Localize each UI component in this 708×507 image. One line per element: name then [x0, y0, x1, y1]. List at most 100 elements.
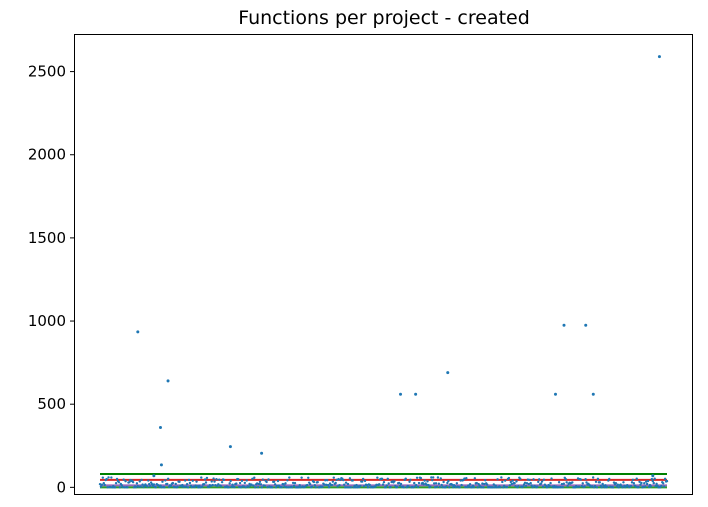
data-point	[220, 480, 224, 484]
data-point	[537, 480, 540, 484]
data-point	[526, 478, 530, 481]
data-point	[374, 485, 377, 488]
outlier-point	[657, 55, 661, 59]
data-point	[124, 479, 127, 483]
data-point	[164, 479, 167, 482]
data-point	[280, 485, 283, 489]
data-point	[381, 483, 385, 486]
data-point	[638, 480, 641, 484]
data-point	[222, 478, 226, 482]
data-point	[214, 483, 217, 487]
data-point	[123, 486, 126, 489]
data-point	[481, 482, 484, 485]
data-point	[237, 478, 240, 481]
data-point	[361, 477, 365, 481]
data-point	[404, 477, 407, 480]
data-point	[483, 482, 486, 486]
data-point	[325, 478, 329, 482]
data-point	[559, 485, 563, 489]
data-point	[606, 485, 609, 489]
data-point	[436, 476, 440, 479]
data-point	[228, 482, 231, 485]
data-point	[161, 480, 164, 483]
data-point	[432, 476, 435, 479]
outlier-point	[562, 323, 566, 327]
data-point	[439, 477, 442, 480]
data-point	[524, 484, 528, 488]
data-point	[510, 482, 513, 486]
data-point	[368, 483, 371, 487]
data-point	[423, 479, 426, 482]
data-point	[446, 481, 449, 485]
data-point	[450, 483, 454, 486]
data-point	[140, 478, 143, 482]
data-point	[135, 482, 139, 485]
data-point	[496, 478, 499, 481]
data-point	[114, 481, 118, 485]
data-point	[650, 477, 654, 481]
data-point	[437, 482, 441, 485]
data-point	[576, 477, 580, 480]
data-point	[396, 485, 399, 489]
y-tick-label: 2000	[28, 146, 66, 164]
data-point	[513, 481, 516, 485]
data-point	[465, 477, 468, 480]
data-point	[331, 480, 335, 483]
data-point	[473, 477, 477, 480]
data-point	[611, 486, 615, 489]
data-point	[556, 486, 560, 489]
data-point	[528, 478, 531, 482]
data-point	[272, 480, 276, 483]
data-point	[640, 481, 643, 485]
data-point	[527, 482, 530, 486]
outlier-point	[228, 445, 232, 449]
data-point	[240, 479, 244, 483]
data-point	[583, 485, 586, 488]
data-point	[541, 485, 545, 489]
data-point	[202, 482, 206, 486]
data-point	[511, 479, 514, 482]
data-point	[173, 485, 176, 489]
data-point	[308, 482, 312, 486]
data-point	[655, 482, 658, 486]
data-point	[115, 477, 119, 481]
data-point	[644, 485, 647, 488]
data-point	[291, 481, 295, 485]
data-point	[273, 483, 277, 486]
data-point	[402, 486, 406, 489]
data-point	[629, 485, 633, 488]
data-point	[634, 485, 637, 488]
outlier-point	[414, 392, 418, 396]
data-point	[643, 482, 646, 485]
data-point	[495, 486, 498, 489]
data-point	[110, 476, 113, 479]
outlier-point	[158, 425, 162, 429]
data-point	[187, 478, 191, 482]
outlier-point	[446, 371, 450, 375]
data-point	[564, 477, 567, 481]
data-point	[632, 482, 636, 485]
data-point	[414, 483, 418, 487]
data-point	[614, 481, 618, 485]
data-point	[432, 482, 436, 485]
data-point	[434, 482, 438, 485]
data-point	[330, 483, 334, 487]
data-point	[98, 482, 102, 486]
data-point	[530, 484, 533, 487]
data-point	[244, 486, 247, 489]
data-point	[276, 479, 280, 483]
data-point	[386, 477, 389, 481]
data-point	[362, 485, 366, 488]
data-point	[163, 486, 166, 489]
data-point	[375, 483, 378, 487]
data-point	[239, 486, 243, 489]
data-point	[252, 484, 255, 487]
data-point	[385, 484, 389, 487]
data-point	[653, 477, 656, 480]
data-point	[298, 484, 301, 487]
data-point	[603, 486, 606, 489]
data-point	[250, 483, 253, 486]
data-point	[183, 485, 186, 488]
data-point	[211, 483, 214, 487]
